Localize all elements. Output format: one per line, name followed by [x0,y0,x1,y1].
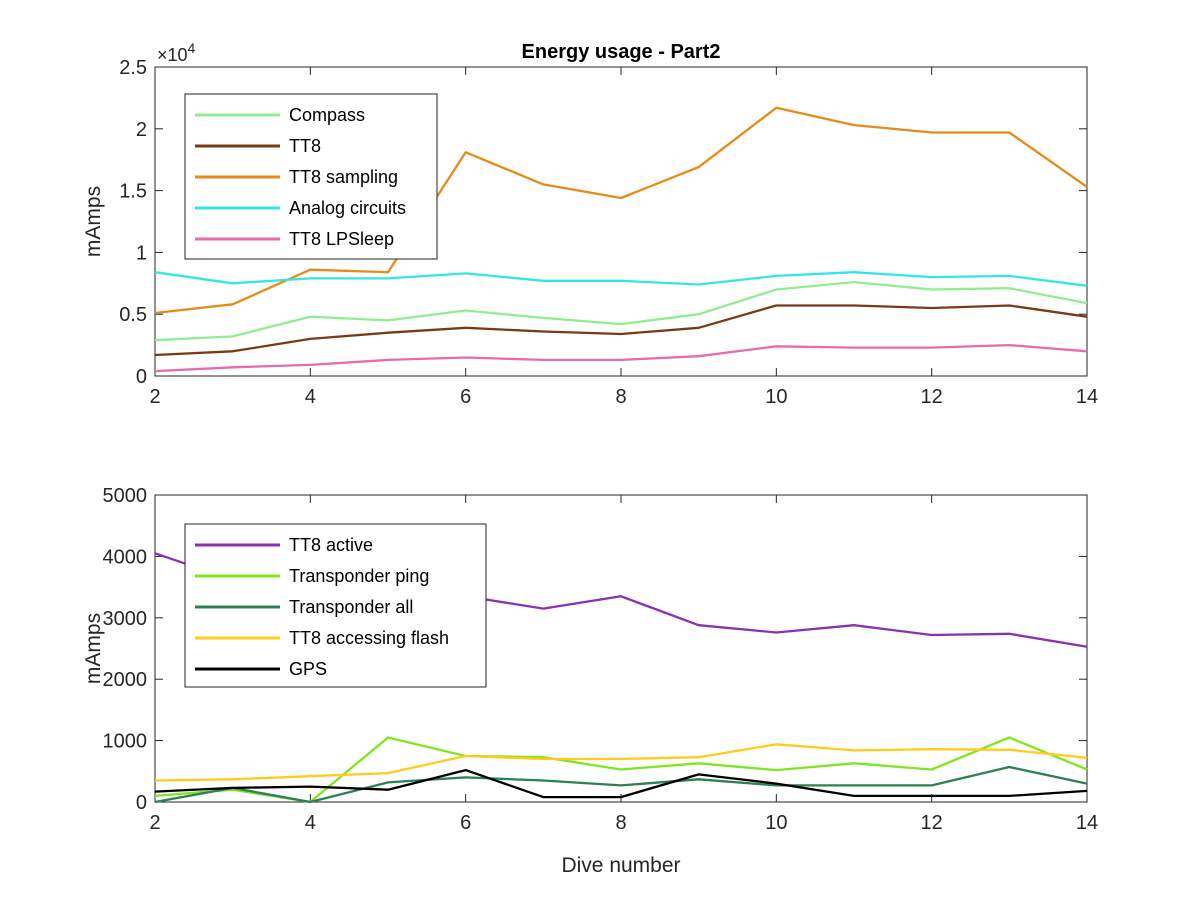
y-tick-label: 4000 [103,546,148,568]
series-line-1-1 [154,280,1088,342]
x-tick-label: 6 [460,812,471,834]
series-line-1-3 [154,106,1088,315]
x-tick-label: 6 [460,386,471,408]
series-line-1-5 [154,343,1088,373]
legend-entry: TT8 accessing flash [289,628,449,648]
y-tick-label: 1000 [103,731,148,753]
x-tick-label: 4 [305,812,316,834]
y-tick-label: 1.5 [119,181,147,203]
top-axes: 2 4 6 8 10 12 14 0 0.5 1 1.5 2 2.5 ×104 Energy usage -… [82,40,1098,408]
chart-title: Energy usage - Part2 [522,41,721,63]
y-tick-label: 3000 [103,608,148,630]
x-tick-label: 2 [149,812,160,834]
legend: TT8 active Transponder ping Transponder al… [184,523,487,688]
legend-entry: TT8 [289,136,321,156]
x-tick-label: 14 [1076,386,1098,408]
y-axis-label: mAmps [82,186,105,257]
series-line-2-5 [154,768,1088,799]
legend: Compass TT8 TT8 sampling Analog circuits TT8… [184,93,438,260]
legend-box [184,93,438,260]
x-tick-label: 8 [615,812,626,834]
y-tick-label: 2000 [103,669,148,691]
y-tick-label: 1 [136,242,147,264]
y-tick-label: 0 [136,366,147,388]
y-tick-label: 0.5 [119,304,147,326]
legend-entry: GPS [289,659,327,679]
x-tick-label: 10 [765,812,787,834]
x-tick-label: 4 [305,386,316,408]
y-tick-label: 5000 [103,485,148,507]
y-tick-label: 0 [136,792,147,814]
legend-entry: Analog circuits [289,198,406,218]
y-exponent-label: ×104 [157,40,196,65]
y-axis-label: mAmps [82,613,105,684]
legend-entry: Transponder ping [289,566,429,586]
x-axis-label: Dive number [561,854,680,877]
bottom-axes: 2 4 6 8 10 12 14 0 1000 2000 3000 4000 5000 mAmps Dive… [82,485,1098,877]
series-line-2-3 [154,765,1088,804]
x-tick-label: 10 [765,386,787,408]
series-line-1-2 [154,304,1088,357]
x-tick-label: 2 [149,386,160,408]
x-tick-label: 14 [1076,812,1098,834]
x-tick-label: 12 [921,386,943,408]
legend-entry: TT8 active [289,535,373,555]
series-line-2-4 [154,743,1088,782]
y-tick-label: 2.5 [119,57,147,79]
legend-entry: Compass [289,105,365,125]
x-tick-label: 8 [615,386,626,408]
series-line-1-4 [154,271,1088,287]
y-exponent-power: 4 [188,40,196,56]
legend-entry: TT8 LPSleep [289,229,394,249]
legend-entry: TT8 sampling [289,167,398,187]
x-tick-label: 12 [921,812,943,834]
y-tick-label: 2 [136,119,147,141]
legend-entry: Transponder all [289,597,413,617]
